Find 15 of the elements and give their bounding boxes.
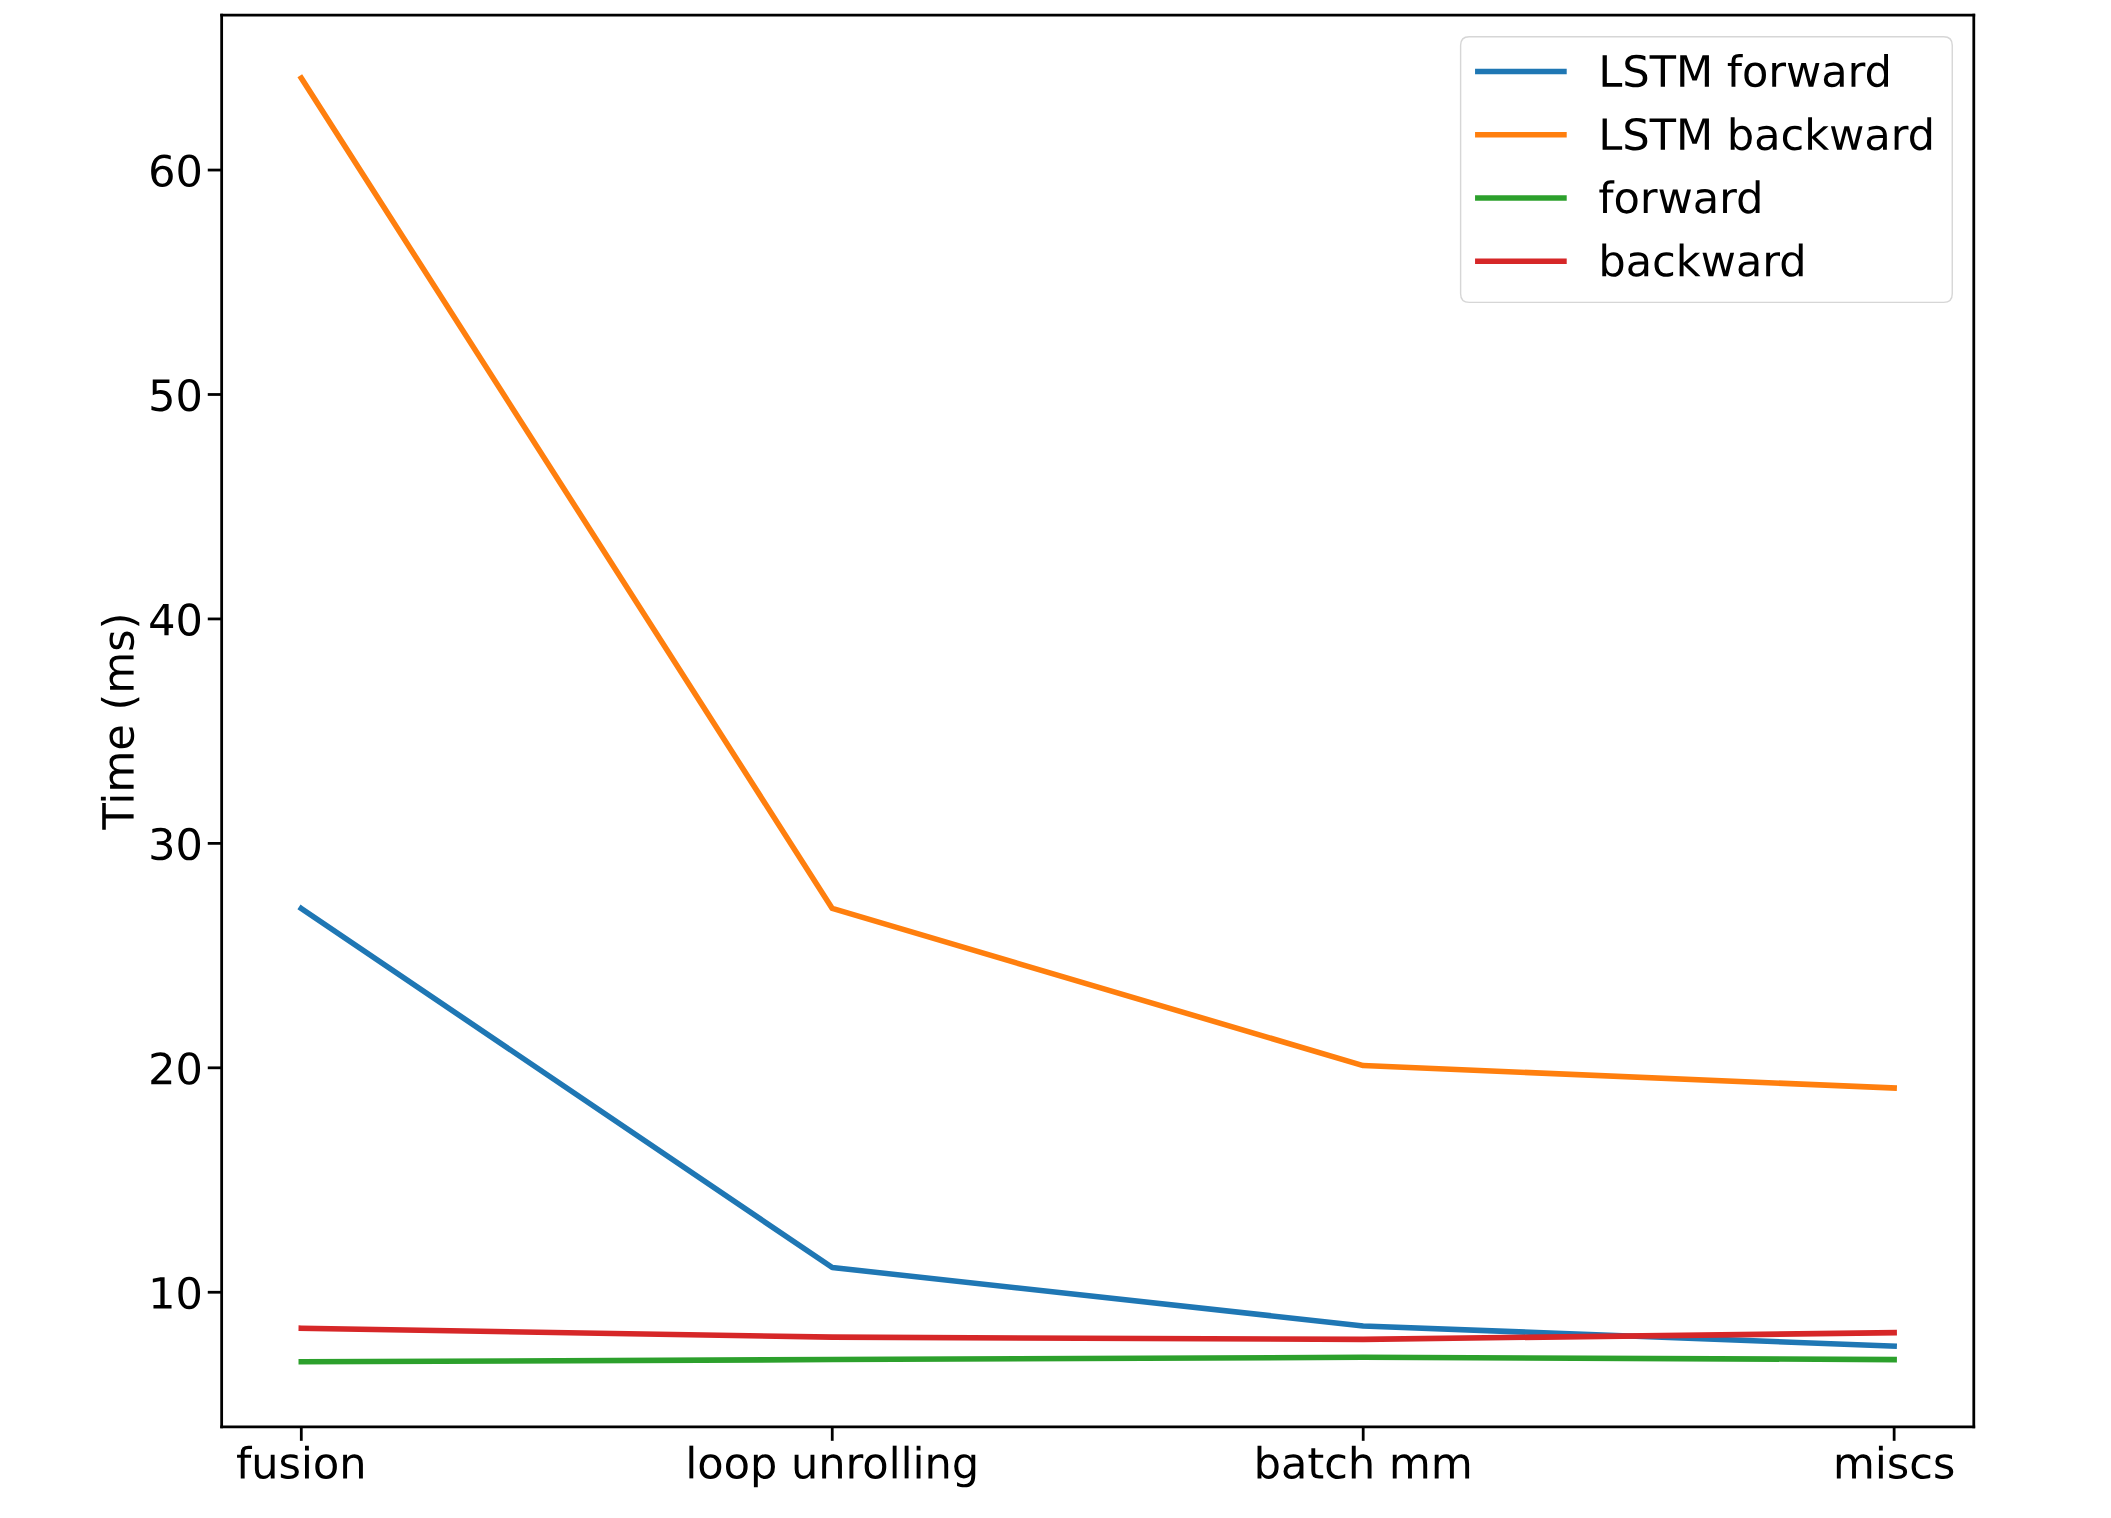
y-tick-label: 10	[152, 1276, 201, 1310]
y-tick-label: 40	[150, 603, 201, 636]
legend-label: backward	[1602, 243, 1803, 277]
y-tick-label: 20	[151, 1052, 201, 1085]
legend-label: LSTM forward	[1602, 53, 1888, 88]
x-tick-label: fusion	[237, 1445, 363, 1479]
y-tick-label: 30	[151, 827, 201, 861]
y-tick-label: 60	[151, 154, 201, 188]
x-tick-label: batch mm	[1257, 1445, 1470, 1479]
legend-label: forward	[1599, 180, 1760, 214]
y-tick-label: 50	[151, 378, 201, 412]
legend-label: LSTM backward	[1602, 117, 1932, 151]
x-tick-label: loop unrolling	[689, 1445, 976, 1488]
y-axis-title: Time (ms)	[100, 616, 140, 830]
x-tick-label: miscs	[1836, 1445, 1954, 1479]
